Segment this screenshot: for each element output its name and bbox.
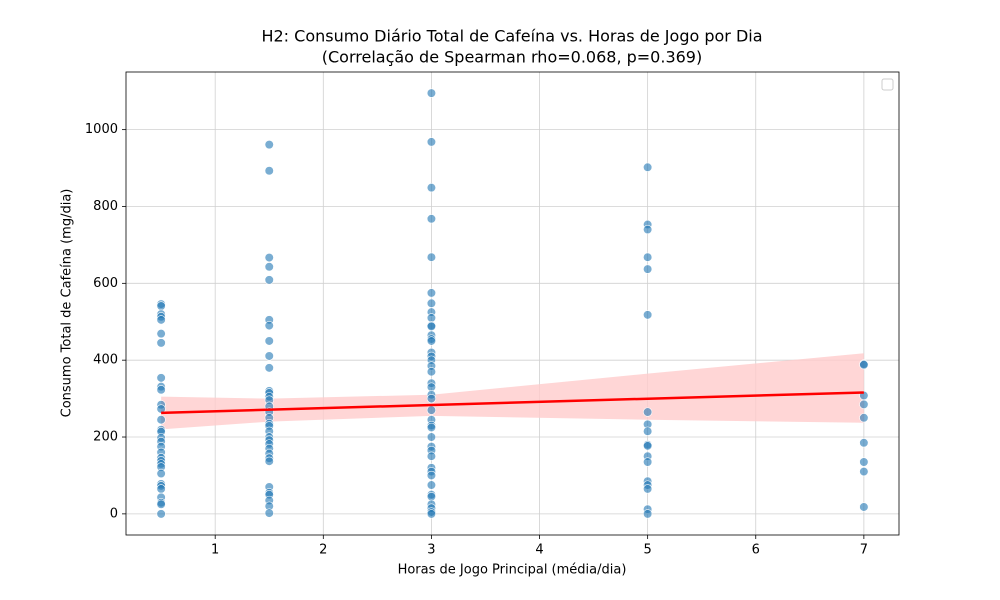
scatter-point [426,382,437,392]
scatter-point [643,407,653,417]
scatter-point [264,351,274,361]
scatter-point [426,288,437,298]
scatter-point [643,310,653,320]
scatter-point [156,499,166,509]
regression-line [161,391,864,415]
scatter-point [426,321,437,331]
scatter-point [643,457,653,467]
scatter-point [643,224,653,235]
y-tick-label: 200 [93,430,118,445]
scatter-point [426,252,437,262]
scatter-point [426,451,437,461]
y-tick-label: 1000 [85,122,118,137]
scatter-point [643,252,653,262]
scatter-point [859,438,869,448]
scatter-point [156,385,166,395]
scatter-point [156,415,166,425]
scatter-point [264,336,274,346]
x-tick-label: 4 [535,543,543,558]
scatter-point [426,509,437,519]
scatter-point [643,426,653,436]
y-tick-label: 0 [110,506,118,521]
y-tick-label: 400 [93,353,118,368]
x-tick-label: 2 [319,543,327,558]
scatter-point [264,140,274,150]
scatter-point [426,405,437,415]
scatter-point [264,252,274,263]
scatter-point [156,509,166,519]
scatter-point [426,491,437,502]
scatter-point [643,509,653,519]
y-axis-label: Consumo Total de Cafeína (mg/dia) [60,189,75,418]
x-tick-label: 5 [643,543,651,558]
scatter-point [156,315,166,325]
scatter-point [426,88,437,98]
scatter-point [859,399,869,409]
scatter-point [264,320,274,331]
scatter-point [426,313,437,323]
scatter-point [643,441,653,451]
scatter-point [156,338,166,348]
y-tick-label: 600 [93,276,118,291]
x-tick-label: 3 [427,543,435,558]
scatter-point [643,484,653,494]
scatter-point [264,275,274,285]
scatter-point [426,298,437,308]
scatter-point [859,413,869,423]
scatter-point [156,468,166,479]
scatter-point [264,456,274,466]
scatter-point [426,393,437,404]
y-tick-label: 800 [93,199,118,214]
confidence-band [161,353,864,430]
scatter-point [426,432,437,442]
scatter-point [643,264,653,274]
legend-box [881,78,894,91]
scatter-point [859,502,869,512]
scatter-point [643,162,653,172]
scatter-point [426,480,437,490]
scatter-point [859,467,869,477]
x-tick-label: 7 [860,543,868,558]
chart-subtitle: (Correlação de Spearman rho=0.068, p=0.3… [322,48,702,67]
scatter-point [264,508,274,518]
scatter-point [156,404,166,414]
x-tick-label: 6 [752,543,760,558]
scatter-point [426,336,437,346]
scatter-point [264,166,274,176]
x-axis-label: Horas de Jogo Principal (média/dia) [398,563,627,578]
plot-frame [125,71,900,536]
x-tick-label: 1 [211,543,219,558]
scatter-point [156,373,166,383]
scatter-point [264,363,274,373]
scatter-point [859,457,869,467]
scatter-point [156,484,166,494]
scatter-point [156,301,166,311]
scatter-point [156,329,166,339]
scatter-point [426,470,437,481]
scatter-point [859,360,869,370]
scatter-point [426,214,437,224]
scatter-point [426,183,437,193]
scatter-point [426,367,437,377]
chart-title: H2: Consumo Diário Total de Cafeína vs. … [261,27,762,46]
scatter-point [426,137,437,147]
scatter-point [264,262,274,272]
scatter-point [426,422,437,433]
